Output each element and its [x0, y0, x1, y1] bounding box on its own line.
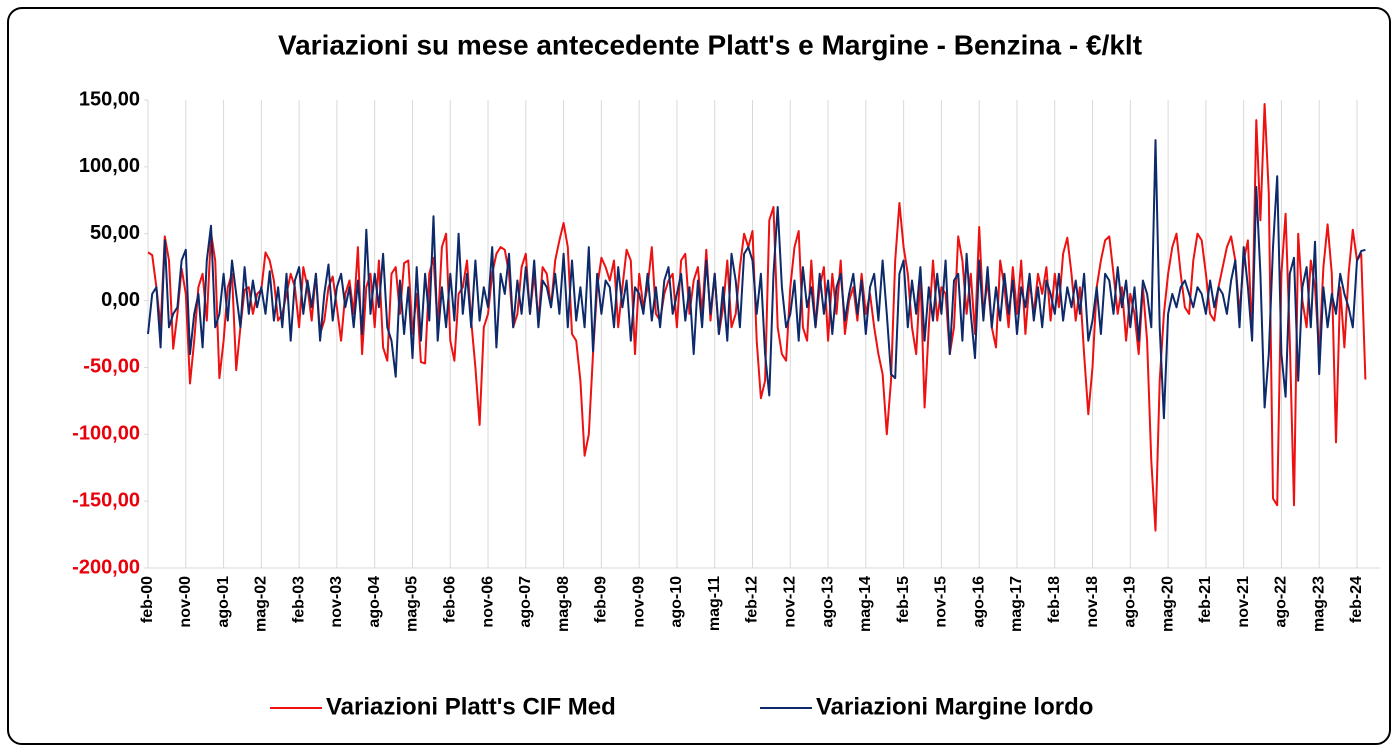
y-tick-label: -100,00 [72, 423, 140, 445]
x-tick-label: mag-23 [1310, 576, 1327, 632]
x-tick-label: ago-04 [366, 576, 383, 628]
line-series [147, 139, 1366, 420]
x-tick-label: ago-13 [819, 576, 836, 628]
y-tick-label: 50,00 [90, 222, 140, 244]
x-tick-label: nov-06 [479, 576, 496, 628]
x-tick-label: feb-24 [1348, 576, 1365, 623]
y-tick-label: 150,00 [79, 88, 140, 110]
y-tick-label: 100,00 [79, 155, 140, 177]
legend-label: Variazioni Platt's CIF Med [326, 693, 616, 720]
x-tick-label: feb-03 [290, 576, 307, 623]
x-tick-label: nov-18 [1084, 576, 1101, 628]
x-tick-label: nov-03 [328, 576, 345, 628]
x-tick-label: feb-06 [441, 576, 458, 623]
x-tick-label: ago-10 [668, 576, 685, 628]
x-tick-label: nov-09 [630, 576, 647, 628]
x-tick-label: mag-08 [555, 576, 572, 632]
y-tick-label: -200,00 [72, 556, 140, 578]
y-tick-label: -150,00 [72, 489, 140, 511]
x-tick-label: feb-00 [139, 576, 156, 623]
x-tick-label: nov-00 [177, 576, 194, 628]
x-tick-label: mag-11 [706, 576, 723, 631]
x-tick-label: mag-05 [404, 576, 421, 632]
x-tick-label: ago-22 [1273, 576, 1290, 628]
x-tick-label: ago-19 [1122, 576, 1139, 628]
chart-frame [7, 7, 1391, 745]
x-tick-label: mag-17 [1008, 576, 1025, 632]
y-tick-label: -50,00 [83, 356, 140, 378]
x-tick-label: ago-07 [517, 576, 534, 628]
x-tick-label: feb-18 [1046, 576, 1063, 623]
x-tick-label: ago-01 [215, 576, 232, 628]
x-tick-label: mag-02 [253, 576, 270, 632]
x-tick-label: feb-21 [1197, 576, 1214, 623]
legend-label: Variazioni Margine lordo [816, 693, 1093, 720]
x-tick-label: ago-16 [970, 576, 987, 628]
x-tick-label: mag-20 [1159, 576, 1176, 632]
x-tick-label: mag-14 [857, 576, 874, 632]
x-tick-label: feb-12 [744, 576, 761, 623]
x-tick-label: nov-12 [782, 576, 799, 628]
x-tick-label: nov-15 [933, 576, 950, 628]
x-tick-label: feb-15 [895, 576, 912, 623]
chart-title: Variazioni su mese antecedente Platt's e… [278, 29, 1142, 60]
x-tick-label: nov-21 [1235, 576, 1252, 628]
y-tick-label: 0,00 [101, 289, 140, 311]
x-tick-label: feb-09 [593, 576, 610, 623]
